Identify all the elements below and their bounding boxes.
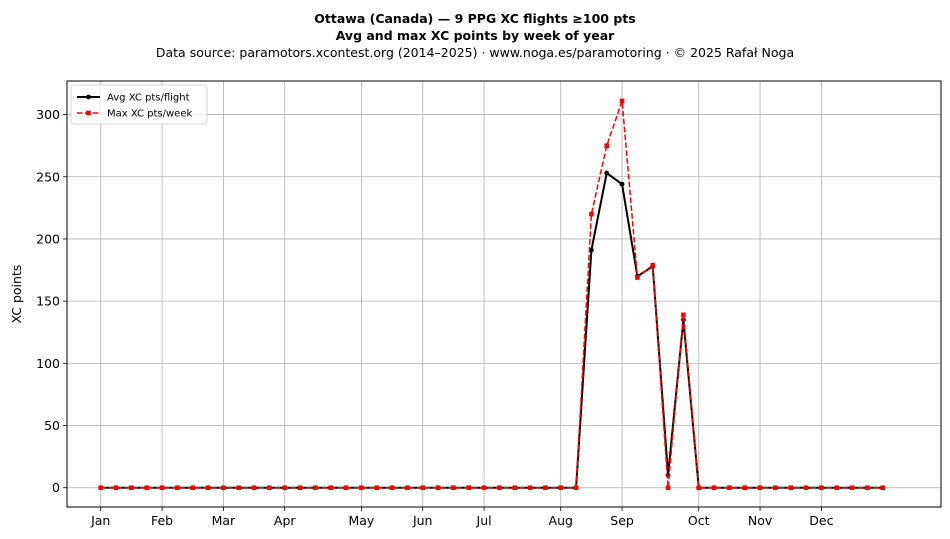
data-point [543,485,548,491]
chart-title: Ottawa (Canada) — 9 PPG XC flights ≥100 … [314,11,636,26]
data-point [313,485,318,491]
data-point [466,485,472,491]
data-point [788,485,794,491]
x-tick-label: Dec [809,513,833,528]
data-point [359,485,364,491]
data-point [205,485,211,491]
legend-marker [86,110,91,116]
data-point [619,98,625,104]
data-point [635,275,640,280]
data-point [757,485,763,491]
x-tick-label: Mar [212,513,236,528]
x-tick-label: May [348,513,374,528]
x-tick-label: Jul [476,513,492,528]
legend-marker [86,94,91,100]
x-tick-label: Nov [748,513,773,528]
x-tick-label: Feb [151,513,173,528]
data-point [420,485,426,491]
chart-subtitle: Avg and max XC points by week of year [335,28,615,43]
data-point [328,485,334,491]
y-tick-label: 300 [36,107,60,122]
legend-label: Avg XC pts/flight [107,93,190,104]
x-tick-label: Aug [549,513,573,528]
data-point [773,485,778,491]
data-point [267,485,272,491]
data-point [282,485,288,491]
x-tick-label: Apr [274,513,296,528]
y-tick-label: 150 [36,294,60,309]
series-line [100,100,883,489]
data-point [558,485,564,491]
y-axis-label: XC points [9,265,24,324]
data-point [589,247,594,253]
data-point [604,170,610,176]
data-point [405,485,410,491]
data-point [175,485,180,491]
data-point [497,485,502,491]
data-point [573,485,579,491]
data-point [527,485,533,491]
data-point [190,485,196,491]
x-tick-label: Oct [688,513,710,528]
data-point [221,485,226,491]
data-point [742,485,748,491]
data-point [834,485,840,491]
legend-label: Max XC pts/week [107,109,192,120]
data-point [727,485,732,491]
chart-source-line: Data source: paramotors.xcontest.org (20… [155,45,795,60]
data-point [849,485,855,491]
x-tick-label: Jun [412,513,433,528]
data-point [343,485,349,491]
legend-box [70,84,208,125]
data-point [374,485,380,491]
data-point [297,485,303,491]
data-point [604,143,610,148]
y-tick-label: 50 [44,418,60,433]
data-point [512,485,518,491]
data-point [619,181,625,187]
y-tick-label: 100 [36,356,60,371]
x-tick-label: Jan [90,513,110,528]
data-point [251,485,257,491]
grid [67,81,941,507]
series-avg [98,170,886,491]
data-point [880,485,886,491]
legend: Avg XC pts/flight Max XC pts/week [70,84,208,125]
data-point [236,485,242,491]
data-point [389,485,395,491]
data-point [144,485,150,491]
plot-area [98,98,886,491]
axes-frame [66,80,942,508]
data-point [481,485,487,491]
data-point [681,312,686,318]
data-point [665,485,671,491]
data-point [159,485,165,491]
data-point [819,485,824,491]
x-axis: Jan Feb Mar Apr May Jun Jul Aug Sep Oct Nov Dec [90,507,834,528]
data-point [129,485,134,491]
y-tick-label: 250 [36,169,60,184]
data-point [98,485,104,491]
data-point [803,485,809,491]
data-point [589,211,594,217]
data-point [113,485,119,491]
x-tick-label: Sep [610,513,634,528]
data-point [650,262,656,268]
y-axis: 0 50 100 150 200 250 300 [36,107,67,495]
data-point [435,485,441,491]
series-line [100,171,883,489]
y-tick-label: 200 [36,231,60,246]
series-max [98,98,886,491]
data-point [451,485,456,491]
chart-title-block: Ottawa (Canada) — 9 PPG XC flights ≥100 … [0,10,950,61]
data-point [696,485,702,491]
data-point [711,485,717,491]
data-point [865,485,870,491]
y-tick-label: 0 [52,480,60,495]
